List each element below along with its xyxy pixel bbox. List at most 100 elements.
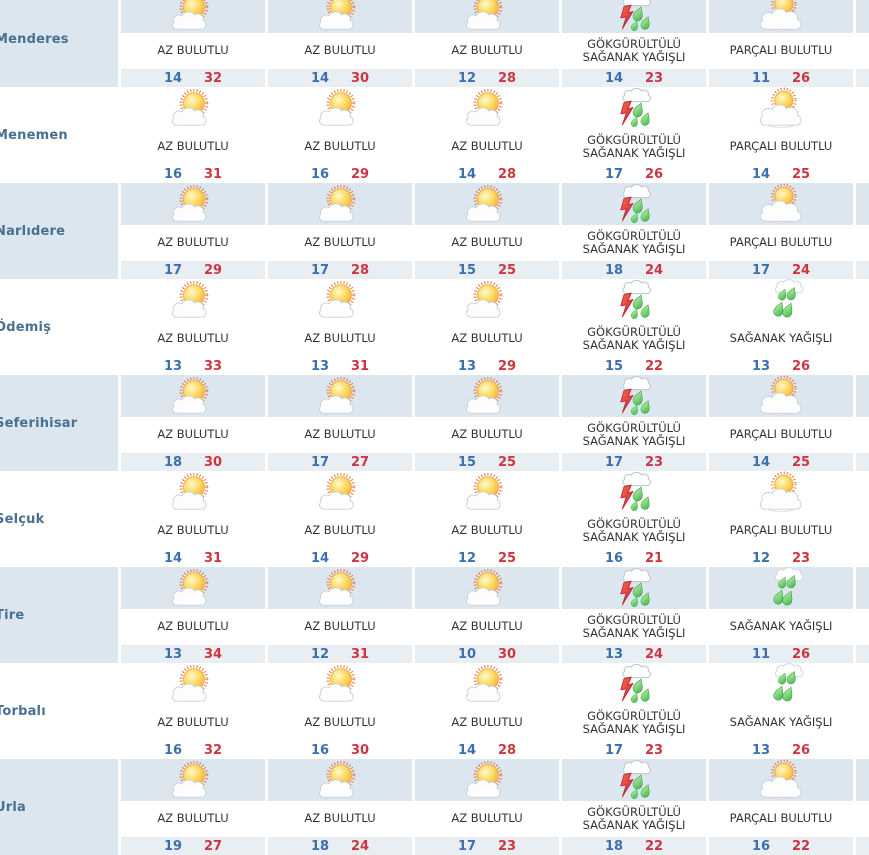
cutoff-next-column xyxy=(856,759,869,855)
max-temperature: 31 xyxy=(203,550,223,566)
condition-label xyxy=(856,609,869,645)
condition-label: SAĞANAK YAĞIŞLI xyxy=(709,321,853,357)
condition-label xyxy=(856,225,869,261)
district-name: Narlıdere xyxy=(0,223,66,239)
district-row: Ödemiş AZ BULUTLU 13 33 AZ BULUTLU 13 31… xyxy=(0,279,869,375)
district-name-cell[interactable]: Torbalı xyxy=(0,663,118,759)
forecast-day-cell: AZ BULUTLU 14 31 xyxy=(121,471,265,567)
weather-icon-band xyxy=(562,663,706,705)
max-temperature: 30 xyxy=(497,646,517,662)
forecast-day-cell: AZ BULUTLU 12 28 xyxy=(415,0,559,87)
temperature-band: 13 26 xyxy=(709,357,853,375)
condition-label: AZ BULUTLU xyxy=(415,801,559,837)
district-name: Ödemiş xyxy=(0,319,52,335)
forecast-day-cell: AZ BULUTLU 16 29 xyxy=(268,87,412,183)
cutoff-next-column xyxy=(856,183,869,279)
condition-label: AZ BULUTLU xyxy=(268,33,412,69)
few-clouds-icon xyxy=(460,375,514,417)
condition-label: PARÇALI BULUTLU xyxy=(709,225,853,261)
forecast-day-cell: AZ BULUTLU 16 31 xyxy=(121,87,265,183)
weather-icon-band xyxy=(121,183,265,225)
condition-label: GÖKGÜRÜLTÜLÜ SAĞANAK YAĞIŞLI xyxy=(562,417,706,453)
weather-icon-band xyxy=(268,183,412,225)
weather-icon-band xyxy=(856,183,869,225)
district-row: Urla AZ BULUTLU 19 27 AZ BULUTLU 18 24 A… xyxy=(0,759,869,855)
weather-icon-band xyxy=(562,471,706,513)
few-clouds-icon xyxy=(166,375,220,417)
temperature-band xyxy=(856,453,869,471)
max-temperature: 26 xyxy=(791,358,811,374)
max-temperature: 29 xyxy=(497,358,517,374)
weather-icon-band xyxy=(415,183,559,225)
weather-icon-band xyxy=(709,663,853,705)
weather-icon-band xyxy=(856,0,869,33)
weather-icon-band xyxy=(268,0,412,33)
few-clouds-icon xyxy=(166,87,220,129)
temperature-band: 17 23 xyxy=(415,837,559,855)
district-name: Selçuk xyxy=(0,511,45,527)
min-temperature: 16 xyxy=(751,838,771,854)
temperature-band: 12 25 xyxy=(415,549,559,567)
max-temperature: 29 xyxy=(203,262,223,278)
forecast-day-cell: AZ BULUTLU 17 29 xyxy=(121,183,265,279)
forecast-day-cell: PARÇALI BULUTLU 11 26 xyxy=(709,0,853,87)
few-clouds-icon xyxy=(460,87,514,129)
weather-icon-band xyxy=(121,663,265,705)
temperature-band xyxy=(856,549,869,567)
max-temperature: 28 xyxy=(497,70,517,86)
min-temperature: 16 xyxy=(310,166,330,182)
condition-label: AZ BULUTLU xyxy=(415,705,559,741)
weather-icon-band xyxy=(415,0,559,33)
few-clouds-icon xyxy=(166,279,220,321)
district-name-cell[interactable]: Selçuk xyxy=(0,471,118,567)
district-name-cell[interactable]: Narlıdere xyxy=(0,183,118,279)
weather-icon-band xyxy=(709,375,853,417)
temperature-band: 16 22 xyxy=(709,837,853,855)
weather-icon-band xyxy=(709,471,853,513)
condition-label: PARÇALI BULUTLU xyxy=(709,417,853,453)
min-temperature: 11 xyxy=(751,646,771,662)
condition-label: AZ BULUTLU xyxy=(268,609,412,645)
temperature-band xyxy=(856,837,869,855)
min-temperature: 18 xyxy=(604,262,624,278)
condition-label xyxy=(856,705,869,741)
cutoff-next-column xyxy=(856,279,869,375)
weather-icon-band xyxy=(415,663,559,705)
min-temperature: 17 xyxy=(604,454,624,470)
max-temperature: 32 xyxy=(203,742,223,758)
district-name-cell[interactable]: Seferihisar xyxy=(0,375,118,471)
min-temperature: 17 xyxy=(163,262,183,278)
min-temperature: 12 xyxy=(457,550,477,566)
temperature-band: 17 26 xyxy=(562,165,706,183)
min-temperature: 17 xyxy=(310,454,330,470)
district-name: Torbalı xyxy=(0,703,46,719)
weather-icon-band xyxy=(415,279,559,321)
condition-label: AZ BULUTLU xyxy=(415,33,559,69)
weather-icon-band xyxy=(709,759,853,801)
min-temperature: 14 xyxy=(163,70,183,86)
district-name-cell[interactable]: Menderes xyxy=(0,0,118,87)
weather-icon-band xyxy=(856,279,869,321)
district-name-cell[interactable]: Tire xyxy=(0,567,118,663)
condition-label: AZ BULUTLU xyxy=(268,801,412,837)
thunderstorm-icon xyxy=(607,663,661,705)
min-temperature: 14 xyxy=(604,70,624,86)
district-name: Menderes xyxy=(0,31,69,47)
district-name-cell[interactable]: Menemen xyxy=(0,87,118,183)
max-temperature: 27 xyxy=(203,838,223,854)
district-name-cell[interactable]: Ödemiş xyxy=(0,279,118,375)
temperature-band: 17 23 xyxy=(562,741,706,759)
few-clouds-icon xyxy=(460,663,514,705)
few-clouds-icon xyxy=(313,663,367,705)
forecast-day-cell: AZ BULUTLU 17 27 xyxy=(268,375,412,471)
min-temperature: 17 xyxy=(457,838,477,854)
condition-label: AZ BULUTLU xyxy=(268,225,412,261)
min-temperature: 16 xyxy=(604,550,624,566)
max-temperature: 26 xyxy=(791,646,811,662)
condition-label: AZ BULUTLU xyxy=(121,417,265,453)
condition-label xyxy=(856,129,869,165)
district-name-cell[interactable]: Urla xyxy=(0,759,118,855)
condition-label: PARÇALI BULUTLU xyxy=(709,129,853,165)
max-temperature: 26 xyxy=(644,166,664,182)
temperature-band: 13 26 xyxy=(709,741,853,759)
